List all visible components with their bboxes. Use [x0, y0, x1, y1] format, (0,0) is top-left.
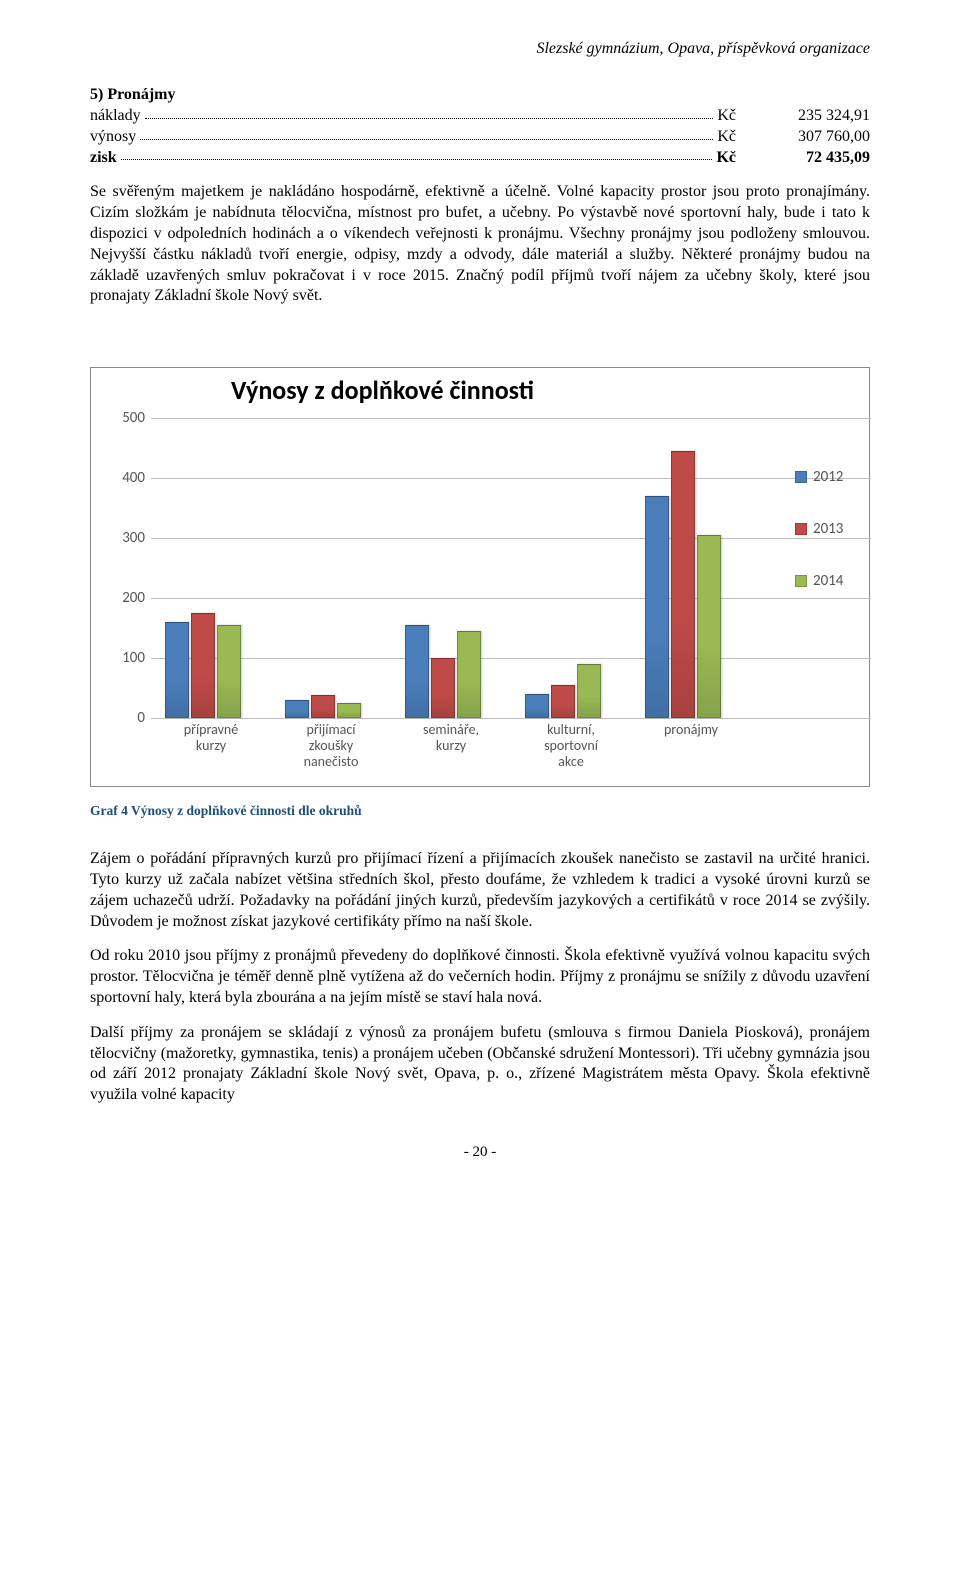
chart-plot-area	[151, 418, 871, 718]
fin-currency: Kč	[717, 106, 760, 127]
financial-row: zisk Kč72 435,09	[90, 148, 870, 169]
chart-title: Výnosy z doplňkové činnosti	[231, 374, 534, 406]
chart-gridlines	[151, 418, 871, 718]
x-tick-label: pronájmy	[631, 722, 751, 770]
y-tick-label: 200	[122, 589, 145, 607]
bar-2014	[217, 625, 241, 718]
legend-swatch	[795, 523, 807, 535]
fin-currency: Kč	[717, 127, 760, 148]
legend-swatch	[795, 575, 807, 587]
legend-swatch	[795, 471, 807, 483]
legend-label: 2012	[813, 468, 843, 486]
bar-2014	[457, 631, 481, 718]
body-paragraph: Další příjmy za pronájem se skládají z v…	[90, 1023, 870, 1106]
revenue-chart: Výnosy z doplňkové činnosti 0 100 200 300 40…	[90, 367, 870, 787]
x-tick-label: přípravnékurzy	[151, 722, 271, 770]
legend-label: 2014	[813, 572, 843, 590]
fin-value: 72 435,09	[760, 148, 870, 169]
chart-legend: 2012 2013 2014	[795, 468, 855, 624]
page-number: - 20 -	[90, 1144, 870, 1161]
bar-2013	[551, 685, 575, 718]
bar-2013	[431, 658, 455, 718]
bar-2012	[525, 694, 549, 718]
fin-dots	[140, 123, 713, 140]
body-paragraph: Zájem o pořádání přípravných kurzů pro p…	[90, 849, 870, 932]
bar-2012	[165, 622, 189, 718]
x-tick-label: kulturní,sportovníakce	[511, 722, 631, 770]
gridline	[151, 418, 871, 419]
y-tick-label: 100	[122, 649, 145, 667]
legend-item: 2014	[795, 572, 855, 590]
x-tick-label: přijímacízkouškynanečisto	[271, 722, 391, 770]
y-tick-label: 400	[122, 469, 145, 487]
fin-dots	[121, 144, 713, 161]
bar-2014	[577, 664, 601, 718]
bar-2013	[311, 695, 335, 718]
legend-item: 2012	[795, 468, 855, 486]
gridline	[151, 658, 871, 659]
bar-2013	[671, 451, 695, 718]
fin-value: 307 760,00	[760, 127, 870, 148]
chart-caption: Graf 4 Výnosy z doplňkové činnosti dle o…	[90, 803, 870, 819]
gridline	[151, 598, 871, 599]
y-tick-label: 300	[122, 529, 145, 547]
bar-2013	[191, 613, 215, 718]
fin-currency: Kč	[716, 148, 760, 169]
fin-dots	[145, 102, 714, 119]
gridline	[151, 478, 871, 479]
fin-label: náklady	[90, 106, 141, 127]
bar-2014	[697, 535, 721, 718]
body-paragraphs: Zájem o pořádání přípravných kurzů pro p…	[90, 849, 870, 1106]
bar-2012	[405, 625, 429, 718]
bar-2012	[285, 700, 309, 718]
page-header-org: Slezské gymnázium, Opava, příspěvková or…	[90, 40, 870, 58]
bar-2014	[337, 703, 361, 718]
x-tick-label: semináře,kurzy	[391, 722, 511, 770]
chart-x-labels: přípravnékurzypřijímacízkouškynanečistos…	[151, 722, 871, 770]
financial-rows: náklady Kč235 324,91výnosy Kč307 760,00z…	[90, 106, 870, 168]
fin-value: 235 324,91	[760, 106, 870, 127]
legend-label: 2013	[813, 520, 843, 538]
y-tick-label: 500	[122, 409, 145, 427]
chart-y-axis: 0100200300400500	[111, 418, 151, 718]
body-paragraph: Od roku 2010 jsou příjmy z pronájmů přev…	[90, 946, 870, 1008]
gridline	[151, 718, 871, 719]
fin-label: zisk	[90, 148, 117, 169]
bar-2012	[645, 496, 669, 718]
y-tick-label: 0	[137, 709, 145, 727]
section5-paragraph: Se svěřeným majetkem je nakládáno hospod…	[90, 182, 870, 307]
legend-item: 2013	[795, 520, 855, 538]
gridline	[151, 538, 871, 539]
